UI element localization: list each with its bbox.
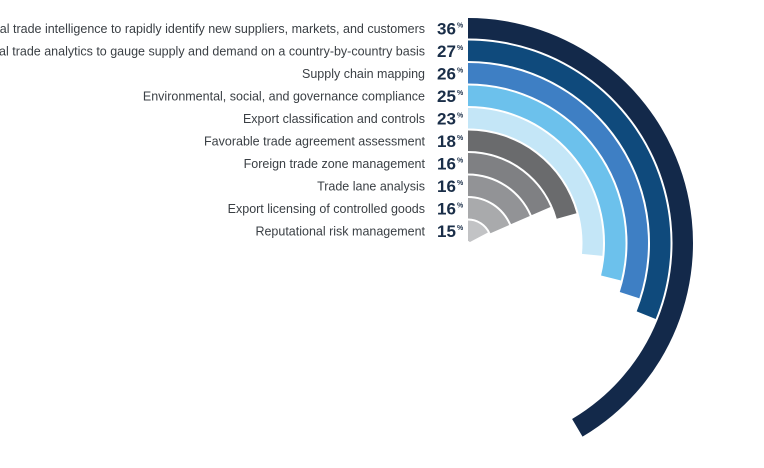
label-band — [0, 18, 468, 39]
category-label: Global trade intelligence to rapidly ide… — [0, 22, 425, 36]
value-label: 27 — [437, 42, 456, 61]
label-band — [0, 63, 468, 84]
arc-bar — [468, 198, 510, 234]
value-label: 16 — [437, 177, 456, 196]
value-label: 18 — [437, 132, 456, 151]
category-label: Reputational risk management — [255, 224, 425, 238]
percent-sign: % — [457, 225, 464, 232]
percent-sign: % — [457, 180, 464, 187]
label-band — [0, 175, 468, 196]
category-label: Trade lane analysis — [317, 179, 425, 193]
label-band — [0, 198, 468, 219]
arc-bar — [468, 130, 577, 219]
percent-sign: % — [457, 157, 464, 164]
category-label: Foreign trade zone management — [244, 157, 426, 171]
arc-bar — [468, 18, 694, 437]
label-band — [0, 220, 468, 241]
arc-bar — [468, 85, 626, 281]
percent-sign: % — [457, 45, 464, 52]
value-label: 16 — [437, 154, 456, 173]
value-label: 15 — [437, 222, 456, 241]
label-layer: Global trade intelligence to rapidly ide… — [0, 18, 468, 241]
label-band — [0, 130, 468, 151]
percent-sign: % — [457, 67, 464, 74]
percent-sign: % — [457, 135, 464, 142]
arc-layer — [468, 18, 694, 437]
arc-bar — [468, 175, 530, 225]
value-label: 26 — [437, 64, 456, 83]
category-label: Supply chain mapping — [302, 67, 425, 81]
arc-bar — [468, 107, 604, 256]
percent-sign: % — [457, 112, 464, 119]
percent-sign: % — [457, 22, 464, 29]
category-label: Export licensing of controlled goods — [228, 202, 425, 216]
label-band — [0, 85, 468, 106]
value-label: 25 — [437, 87, 456, 106]
arc-bar — [468, 153, 551, 216]
label-band — [0, 153, 468, 174]
arc-bar — [468, 40, 671, 320]
value-label: 23 — [437, 109, 456, 128]
percent-sign: % — [457, 202, 464, 209]
category-label: Environmental, social, and governance co… — [143, 89, 425, 103]
value-label: 36 — [437, 19, 456, 38]
label-band — [0, 108, 468, 129]
arc-bar — [468, 220, 488, 243]
category-label: Global trade analytics to gauge supply a… — [0, 44, 425, 58]
label-band — [0, 40, 468, 61]
category-label: Favorable trade agreement assessment — [204, 134, 425, 148]
value-label: 16 — [437, 199, 456, 218]
percent-sign: % — [457, 90, 464, 97]
category-label: Export classification and controls — [243, 112, 425, 126]
arc-bar — [468, 63, 649, 299]
